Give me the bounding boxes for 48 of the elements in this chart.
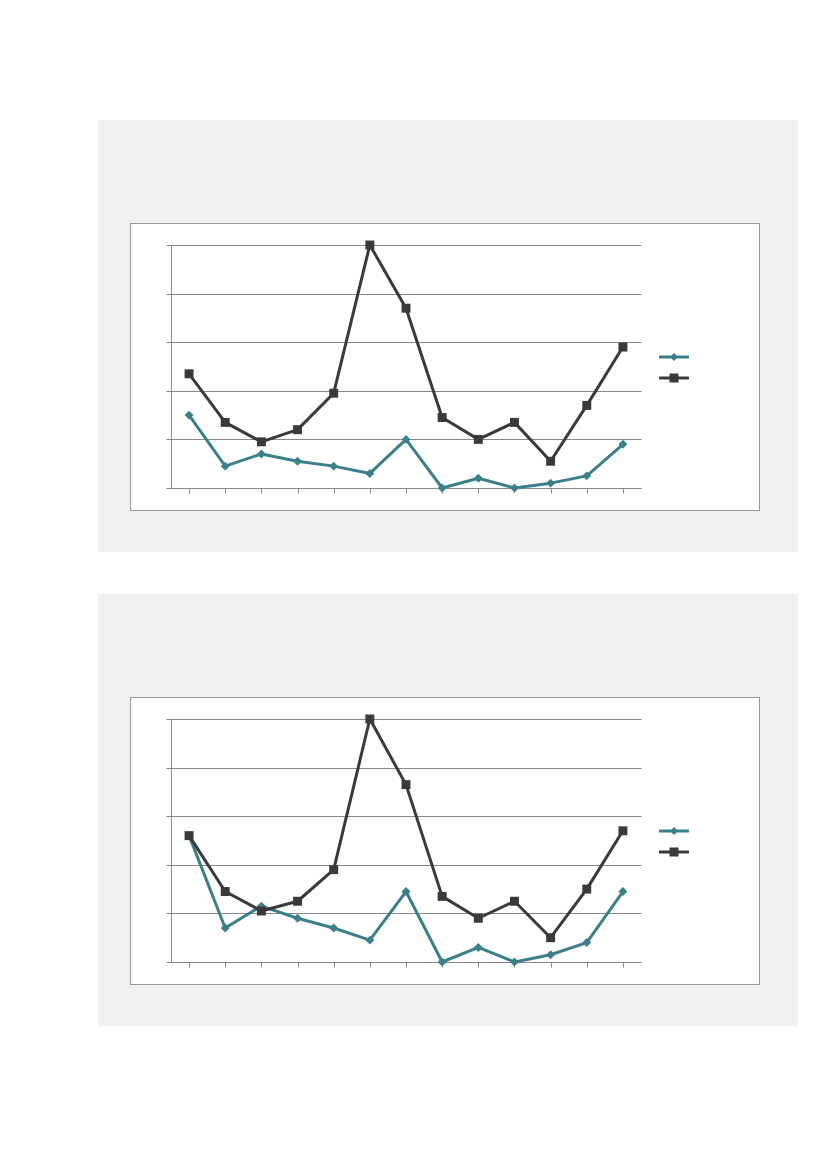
point	[184, 369, 194, 379]
point	[293, 896, 303, 906]
point	[293, 425, 303, 435]
point	[220, 417, 230, 427]
point	[618, 439, 628, 449]
point	[220, 923, 230, 933]
point	[256, 449, 266, 459]
point	[401, 434, 411, 444]
point	[509, 417, 519, 427]
point	[618, 826, 628, 836]
point	[546, 933, 556, 943]
point	[329, 461, 339, 471]
point	[220, 887, 230, 896]
point	[220, 461, 230, 471]
point	[365, 935, 375, 945]
point	[509, 483, 519, 493]
point	[473, 942, 483, 952]
point	[582, 884, 592, 894]
point	[582, 400, 592, 410]
point	[546, 950, 556, 960]
point	[365, 714, 375, 724]
point	[509, 957, 519, 967]
point	[256, 906, 266, 916]
point	[437, 483, 447, 493]
point	[473, 913, 483, 923]
point	[365, 468, 375, 478]
point	[293, 913, 303, 923]
point	[546, 456, 556, 466]
point	[618, 887, 628, 896]
point	[473, 434, 483, 444]
point	[365, 240, 375, 250]
point	[401, 303, 411, 313]
point	[256, 437, 266, 447]
point	[582, 938, 592, 948]
point	[437, 891, 447, 901]
point	[329, 923, 339, 933]
point	[546, 478, 556, 488]
point	[618, 342, 628, 352]
point	[437, 413, 447, 422]
point	[329, 388, 339, 398]
point	[437, 957, 447, 967]
point	[184, 410, 194, 420]
point	[509, 896, 519, 906]
point	[329, 865, 339, 875]
point	[401, 780, 411, 790]
point	[582, 471, 592, 481]
point	[293, 456, 303, 466]
point	[473, 473, 483, 483]
